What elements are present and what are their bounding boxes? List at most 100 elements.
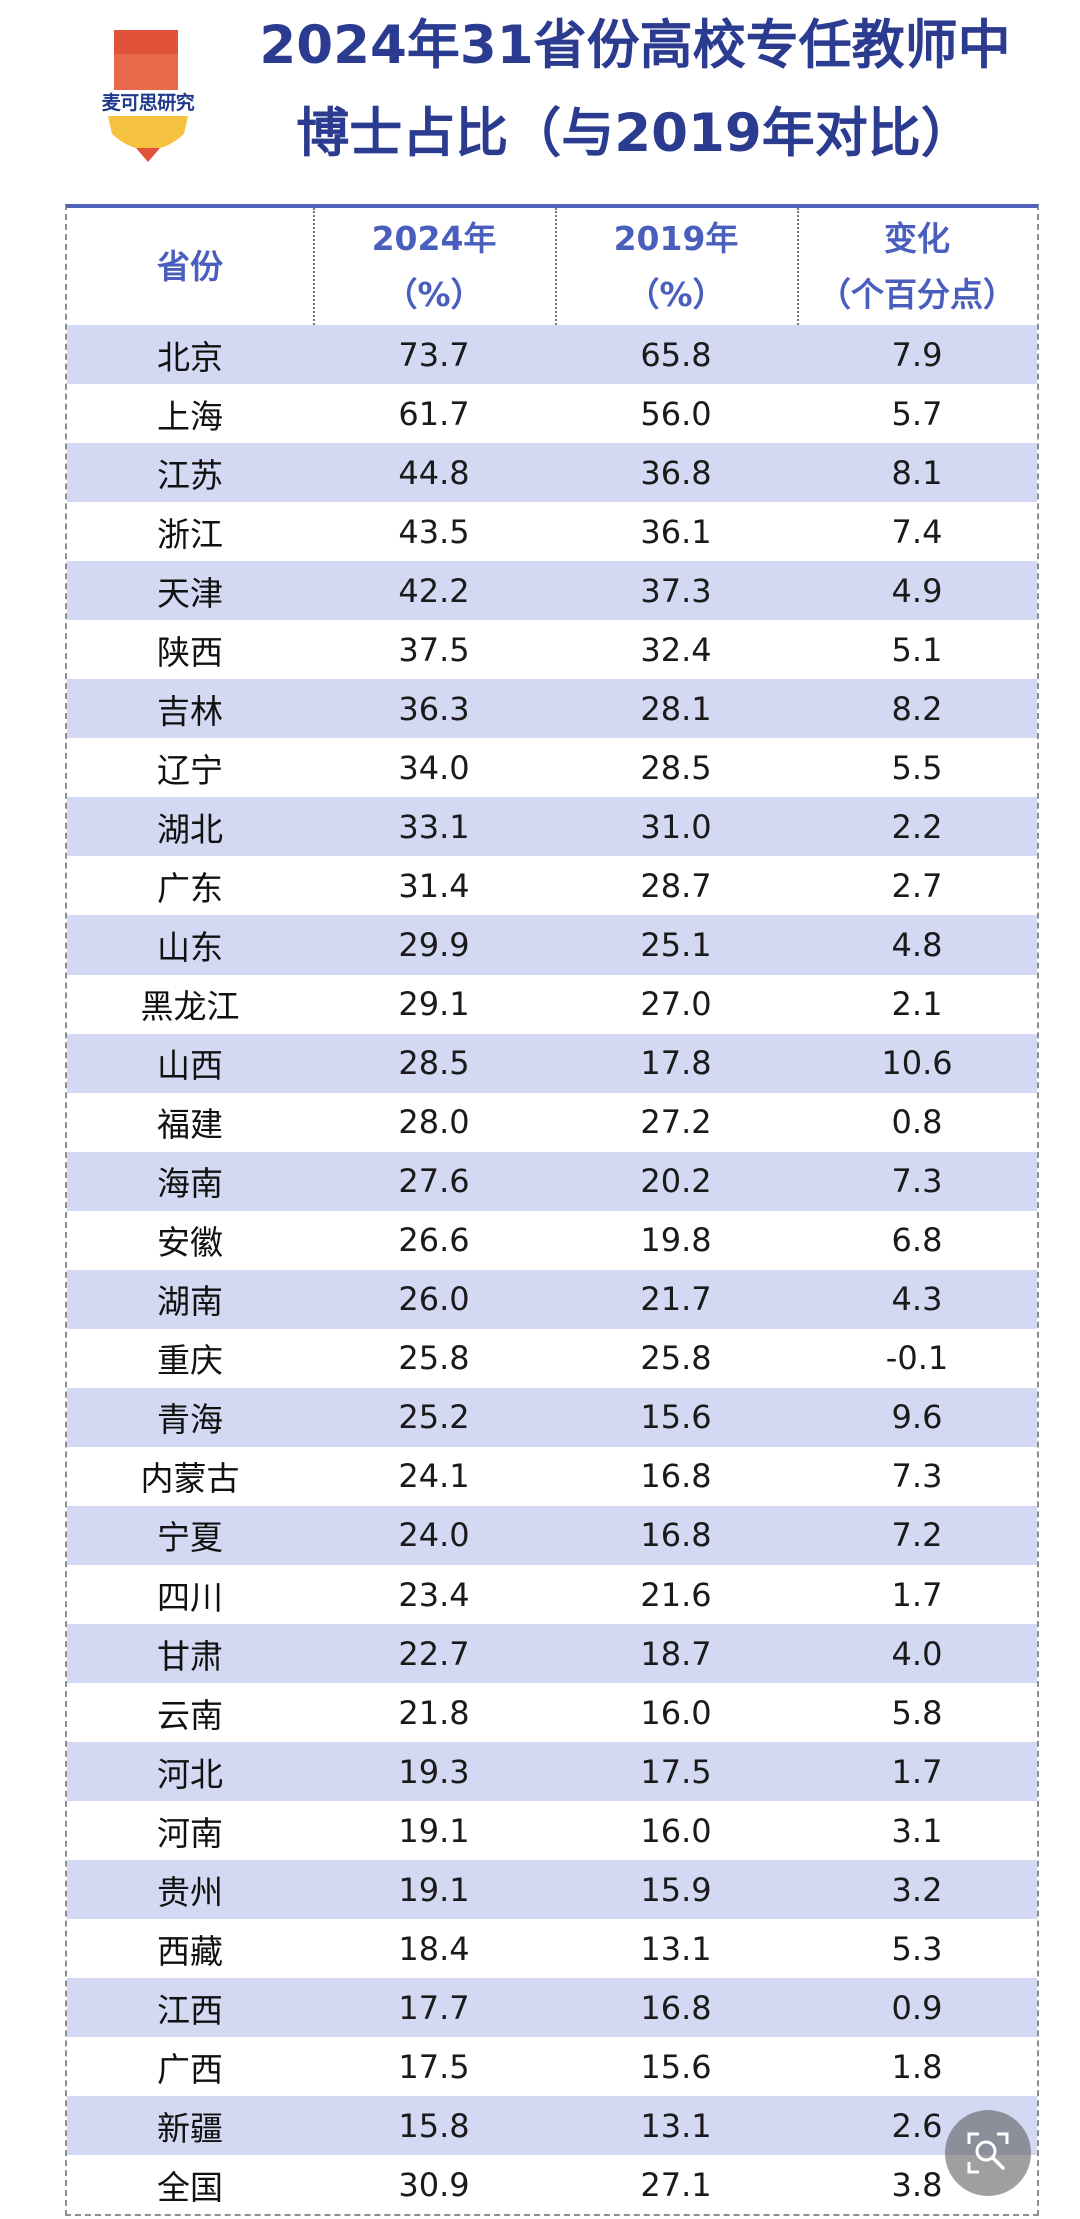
cell-change: 2.7: [891, 866, 943, 905]
cell-change: 7.9: [891, 335, 943, 374]
header-change: 变化 （个百分点）: [797, 208, 1037, 325]
cell-2024: 44.8: [398, 453, 470, 492]
table-row: 山东 29.9 25.1 4.8: [67, 915, 1037, 975]
cell-change: 7.4: [891, 512, 943, 551]
table-row: 四川 23.4 21.6 1.7: [67, 1565, 1037, 1624]
cell-province: 北京: [157, 337, 223, 377]
cell-province: 内蒙古: [140, 1459, 240, 1499]
cell-2024: 17.7: [398, 1988, 470, 2027]
table-row: 山西 28.5 17.8 10.6: [67, 1033, 1037, 1093]
cell-2019: 17.5: [640, 1752, 712, 1791]
cell-change: 5.3: [891, 1929, 943, 1968]
cell-change: 1.7: [891, 1752, 943, 1791]
cell-change: 3.1: [891, 1811, 943, 1850]
zoom-search-icon: [967, 2132, 1009, 2174]
title-line-2: 博士占比（与2019年对比）: [296, 103, 974, 164]
cell-2024: 43.5: [398, 512, 470, 551]
cell-2019: 16.0: [640, 1693, 712, 1732]
cell-2019: 16.8: [640, 1516, 712, 1555]
cell-2024: 19.1: [398, 1870, 470, 1909]
table-row: 河南 19.1 16.0 3.1: [67, 1801, 1037, 1860]
cell-2019: 31.0: [640, 807, 712, 846]
cell-2019: 32.4: [640, 630, 712, 669]
table-row: 广西 17.5 15.6 1.8: [67, 2037, 1037, 2096]
cell-province: 江苏: [157, 455, 223, 495]
cell-province: 山西: [157, 1046, 223, 1086]
cell-2024: 25.8: [398, 1339, 470, 1378]
cell-2024: 29.9: [398, 925, 470, 964]
cell-change: 4.9: [891, 571, 943, 610]
cell-2024: 26.0: [398, 1280, 470, 1319]
table-row: 海南 27.6 20.2 7.3: [67, 1151, 1037, 1211]
table-row: 福建 28.0 27.2 0.8: [67, 1093, 1037, 1152]
cell-2019: 36.8: [640, 453, 712, 492]
cell-2024: 61.7: [398, 394, 470, 433]
cell-2019: 21.7: [640, 1280, 712, 1319]
cell-2024: 30.9: [398, 2165, 470, 2204]
cell-2019: 65.8: [640, 335, 712, 374]
cell-change: 4.3: [891, 1280, 943, 1319]
cell-province: 吉林: [157, 691, 223, 731]
table-row: 宁夏 24.0 16.8 7.2: [67, 1505, 1037, 1565]
header-2024-line1: 2024年: [371, 218, 497, 258]
cell-2024: 29.1: [398, 985, 470, 1024]
cell-province: 广西: [157, 2049, 223, 2089]
cell-change: 1.8: [891, 2047, 943, 2086]
cell-change: 2.1: [891, 985, 943, 1024]
cell-province: 四川: [157, 1577, 223, 1617]
table-row: 湖北 33.1 31.0 2.2: [67, 797, 1037, 857]
table-row: 重庆 25.8 25.8 -0.1: [67, 1329, 1037, 1388]
cell-change: -0.1: [885, 1339, 949, 1378]
table-row: 安徽 26.6 19.8 6.8: [67, 1211, 1037, 1270]
table-row: 浙江 43.5 36.1 7.4: [67, 502, 1037, 561]
cell-change: 3.8: [891, 2165, 943, 2204]
cell-province: 浙江: [157, 514, 223, 554]
table-row: 吉林 36.3 28.1 8.2: [67, 679, 1037, 739]
cell-2019: 36.1: [640, 512, 712, 551]
header-divider: [555, 208, 557, 325]
cell-province: 云南: [157, 1695, 223, 1735]
cell-2019: 37.3: [640, 571, 712, 610]
header-province: 省份: [67, 208, 313, 325]
cell-2019: 20.2: [640, 1162, 712, 1201]
cell-change: 5.1: [891, 630, 943, 669]
page-title: 2024年31省份高校专任教师中 博士占比（与2019年对比）: [210, 0, 1060, 178]
table-body: 北京 73.7 65.8 7.9 上海 61.7 56.0 5.7 江苏 44.8 36.8 8.1 浙…: [67, 325, 1037, 2215]
cell-province: 上海: [157, 396, 223, 436]
cell-change: 2.6: [891, 2106, 943, 2145]
cell-province: 河南: [157, 1813, 223, 1853]
cell-change: 0.8: [891, 1103, 943, 1142]
title-line-1: 2024年31省份高校专任教师中: [259, 15, 1011, 76]
cell-2019: 28.5: [640, 748, 712, 787]
table-row: 辽宁 34.0 28.5 5.5: [67, 738, 1037, 797]
cell-2024: 19.1: [398, 1811, 470, 1850]
cell-2024: 17.5: [398, 2047, 470, 2086]
cell-change: 5.7: [891, 394, 943, 433]
cell-province: 黑龙江: [140, 987, 240, 1027]
cell-province: 天津: [157, 573, 223, 613]
cell-2019: 28.1: [640, 689, 712, 728]
cell-2019: 15.9: [640, 1870, 712, 1909]
table-row: 河北 19.3 17.5 1.7: [67, 1742, 1037, 1802]
cell-2024: 24.0: [398, 1516, 470, 1555]
cell-change: 0.9: [891, 1988, 943, 2027]
table-row: 甘肃 22.7 18.7 4.0: [67, 1624, 1037, 1684]
cell-2019: 15.6: [640, 2047, 712, 2086]
cell-2024: 23.4: [398, 1575, 470, 1614]
cell-change: 4.8: [891, 925, 943, 964]
cell-2019: 19.8: [640, 1221, 712, 1260]
cell-2024: 36.3: [398, 689, 470, 728]
cell-province: 辽宁: [157, 750, 223, 790]
table-row: 新疆 15.8 13.1 2.6: [67, 2096, 1037, 2156]
cell-province: 湖南: [157, 1282, 223, 1322]
data-table: 省份 2024年 （%） 2019年 （%） 变化 （个百分点） 北京 73.7 6…: [65, 204, 1039, 2216]
cell-2019: 27.1: [640, 2165, 712, 2204]
mycos-logo: 麦可思研究: [86, 30, 210, 164]
table-row: 青海 25.2 15.6 9.6: [67, 1387, 1037, 1447]
cell-2024: 73.7: [398, 335, 470, 374]
zoom-button[interactable]: [945, 2110, 1031, 2196]
cell-2024: 24.1: [398, 1457, 470, 1496]
cell-2019: 28.7: [640, 866, 712, 905]
cell-2019: 16.8: [640, 1988, 712, 2027]
